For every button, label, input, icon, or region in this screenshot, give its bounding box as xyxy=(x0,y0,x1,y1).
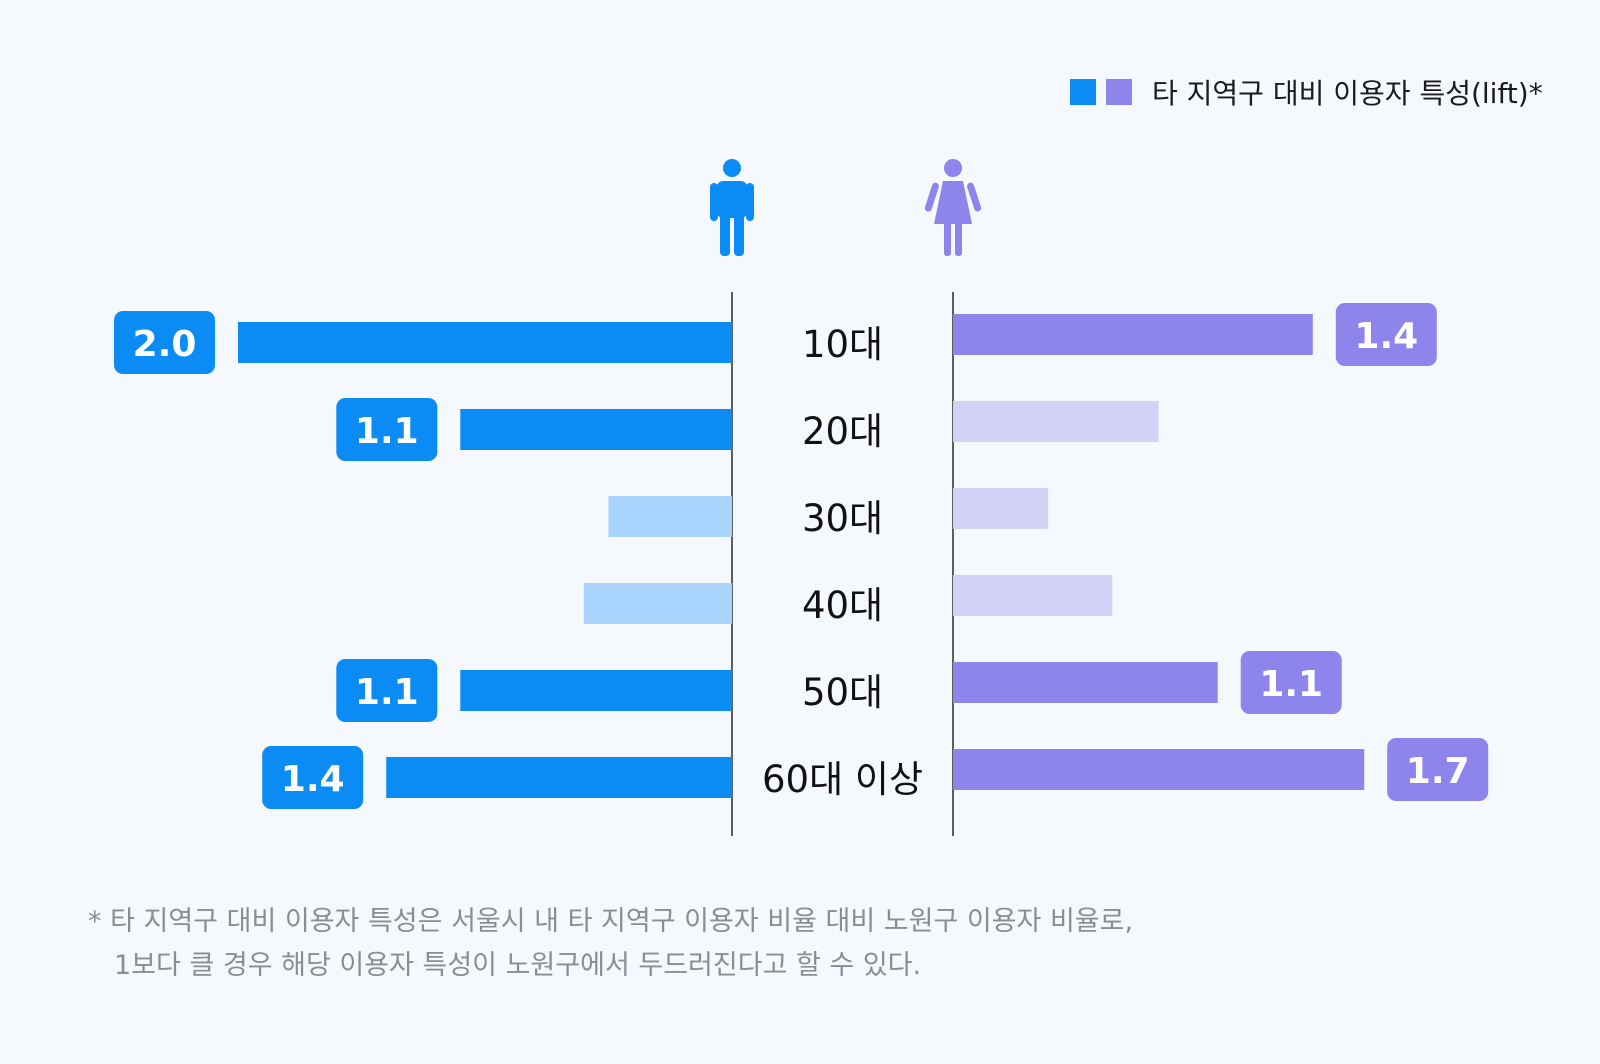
data-label-male: 2.0 xyxy=(133,324,197,365)
category-label: 20대 xyxy=(802,410,883,453)
bar-female xyxy=(953,662,1218,703)
woman-icon xyxy=(924,159,982,256)
bar-female xyxy=(953,401,1159,442)
data-label-female: 1.1 xyxy=(1259,664,1323,705)
legend-swatch-female xyxy=(1106,79,1132,105)
category-label: 60대 이상 xyxy=(762,758,923,801)
bar-male xyxy=(608,496,732,537)
category-label: 10대 xyxy=(802,323,883,366)
data-label-bg-female xyxy=(1240,651,1342,714)
data-label-bg-female xyxy=(1335,303,1437,366)
legend-label: 타 지역구 대비 이용자 특성(lift)* xyxy=(1152,77,1543,110)
data-label-bg-male xyxy=(336,398,438,461)
data-label-female: 1.4 xyxy=(1354,316,1418,357)
data-label-female: 1.7 xyxy=(1406,751,1470,792)
data-label-male: 1.1 xyxy=(355,411,419,452)
data-label-bg-male xyxy=(336,659,438,722)
category-label: 50대 xyxy=(802,671,883,714)
bar-male xyxy=(460,409,732,450)
bar-male xyxy=(583,583,732,624)
bar-female xyxy=(953,314,1313,355)
category-label: 40대 xyxy=(802,584,883,627)
bar-male xyxy=(386,757,732,798)
footnote-line-2: 1보다 클 경우 해당 이용자 특성이 노원구에서 두드러진다고 할 수 있다. xyxy=(114,950,922,981)
data-label-male: 1.4 xyxy=(281,759,345,800)
data-label-male: 1.1 xyxy=(355,672,419,713)
legend: 타 지역구 대비 이용자 특성(lift)* xyxy=(1070,74,1543,110)
man-icon xyxy=(710,159,754,256)
data-label-bg-male xyxy=(114,311,215,374)
data-label-bg-male xyxy=(262,746,364,809)
legend-swatch-male xyxy=(1070,79,1096,105)
bar-female xyxy=(953,749,1365,790)
category-label: 30대 xyxy=(802,497,883,540)
footnote: * 타 지역구 대비 이용자 특성은 서울시 내 타 지역구 이용자 비율 대비… xyxy=(88,900,1133,988)
bar-male xyxy=(238,322,732,363)
bar-male xyxy=(460,670,732,711)
bar-female xyxy=(953,575,1113,616)
data-label-bg-female xyxy=(1387,738,1489,801)
bar-female xyxy=(953,488,1049,529)
footnote-line-1: * 타 지역구 대비 이용자 특성은 서울시 내 타 지역구 이용자 비율 대비… xyxy=(88,906,1134,937)
